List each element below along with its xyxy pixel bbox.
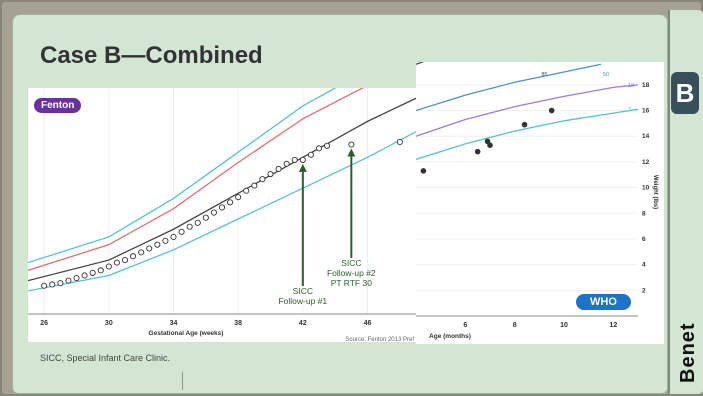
- fenton-data-point: [202, 214, 209, 221]
- fenton-data-point: [307, 151, 314, 158]
- who-series-label-3: 3: [628, 107, 631, 113]
- annotation-label-1: Follow-up #1: [278, 296, 327, 306]
- who-chart-panel: 2 4 6 8 10 12 14 16 18 85 50 10 3 6 8 10 12 Age (months) W…: [416, 62, 664, 344]
- fenton-source-note: Source: Fenton 2013 Pref: [345, 337, 414, 342]
- who-y-tick-label: 10: [642, 185, 650, 192]
- section-tab-b[interactable]: B: [671, 72, 699, 114]
- who-y-tick-label: 12: [642, 159, 650, 166]
- fenton-x-tick-label: 38: [234, 320, 242, 327]
- fenton-data-point: [138, 249, 145, 256]
- footnote: SICC, Special Infant Care Clinic.: [40, 353, 171, 363]
- annotation-label-1: SICC: [293, 286, 313, 296]
- who-badge: WHO: [576, 294, 631, 310]
- who-y-tick-label: 8: [642, 210, 646, 217]
- fenton-data-point: [162, 237, 169, 244]
- who-x-tick-label: 10: [560, 322, 568, 329]
- fenton-data-point: [283, 160, 290, 167]
- fenton-data-point: [210, 209, 217, 216]
- fenton-x-tick-label: 42: [299, 320, 307, 327]
- who-y-tick-label: 2: [642, 287, 646, 294]
- fenton-data-point: [113, 259, 120, 266]
- brand-logo: Benet: [677, 322, 699, 383]
- fenton-data-point: [130, 253, 137, 260]
- who-y-tick-label: 18: [642, 82, 650, 89]
- fenton-data-point: [41, 282, 48, 289]
- fenton-series-line-0: [28, 88, 364, 271]
- fenton-data-point: [251, 182, 258, 189]
- who-series-label-2: 10: [628, 83, 634, 89]
- fenton-data-point: [315, 145, 323, 152]
- who-x-tick-label: 8: [513, 322, 517, 329]
- fenton-data-point: [267, 170, 274, 178]
- fenton-chart-panel: 26 30 34 38 42 46 Gestational Age (weeks) Sourc…: [28, 88, 416, 342]
- fenton-data-point: [348, 141, 355, 148]
- who-series-line-2: [416, 84, 639, 137]
- who-x-tick-label: 12: [609, 322, 617, 329]
- fenton-data-point: [97, 267, 104, 274]
- who-y-tick-label: 14: [642, 133, 650, 140]
- who-y-tick-label: 16: [642, 108, 650, 115]
- annotation-label-2: SICC: [341, 258, 361, 268]
- fenton-data-point: [396, 138, 403, 145]
- fenton-data-point: [275, 165, 282, 172]
- fenton-data-point: [89, 269, 96, 276]
- who-data-point: [474, 148, 481, 155]
- fenton-data-point: [105, 263, 112, 270]
- fenton-data-point: [121, 257, 129, 264]
- fenton-data-point: [73, 274, 80, 282]
- fenton-chart: 26 30 34 38 42 46 Gestational Age (weeks) Sourc…: [28, 88, 416, 342]
- fenton-data-point: [57, 280, 64, 287]
- fenton-data-point: [170, 233, 177, 241]
- fenton-data-point: [178, 228, 185, 235]
- who-chart: 2 4 6 8 10 12 14 16 18 85 50 10 3 6 8 10 12 Age (months) W…: [416, 62, 658, 340]
- fenton-x-tick-label: 30: [105, 320, 113, 327]
- fenton-data-point: [218, 204, 226, 211]
- who-y-tick-label: 6: [642, 236, 646, 243]
- who-x-axis-label: Age (months): [429, 333, 471, 340]
- who-series-label-0: 85: [541, 72, 547, 78]
- fenton-data-point: [243, 187, 250, 194]
- fenton-data-point: [154, 241, 161, 248]
- fenton-series-line-3: [28, 131, 416, 292]
- fenton-data-point: [227, 199, 234, 206]
- who-series-label-1: 50: [603, 72, 609, 78]
- fenton-data-point: [291, 156, 298, 163]
- annotation-arrowhead-1: [298, 163, 307, 172]
- who-y-tick-label: 4: [642, 262, 646, 269]
- who-series-line-0: [416, 62, 425, 65]
- fenton-data-point: [49, 281, 56, 288]
- who-x-tick-label: 6: [463, 322, 467, 329]
- fenton-data-point: [299, 156, 306, 163]
- fenton-data-point: [259, 176, 266, 183]
- footer-divider: [182, 372, 183, 390]
- fenton-series-line-1: [28, 88, 337, 264]
- fenton-badge: Fenton: [34, 98, 82, 113]
- fenton-data-point: [146, 245, 153, 252]
- fenton-data-point: [235, 194, 242, 201]
- slide-title: Case B—Combined: [40, 42, 263, 69]
- fenton-data-point: [186, 223, 193, 230]
- who-series-line-1: [416, 63, 602, 112]
- who-data-point: [420, 168, 427, 174]
- fenton-x-axis-label: Gestational Age (weeks): [149, 330, 224, 337]
- annotation-label-2: Follow-up #2: [327, 268, 376, 278]
- annotation-arrowhead-2: [347, 148, 356, 157]
- who-y-axis-label: Weight (lbs): [652, 175, 658, 209]
- fenton-x-tick-label: 46: [364, 320, 372, 327]
- who-series-line-3: [416, 108, 639, 160]
- who-data-point: [521, 121, 528, 128]
- fenton-x-tick-label: 26: [40, 320, 48, 327]
- fenton-data-point: [81, 272, 88, 279]
- who-data-point: [487, 142, 493, 148]
- fenton-data-point: [65, 277, 72, 284]
- fenton-x-tick-label: 34: [170, 320, 178, 327]
- who-data-point: [548, 107, 555, 114]
- fenton-data-point: [324, 142, 331, 149]
- fenton-series-line-2: [28, 97, 416, 282]
- annotation-label-2: PT RTF 30: [331, 278, 373, 288]
- fenton-data-point: [194, 219, 201, 226]
